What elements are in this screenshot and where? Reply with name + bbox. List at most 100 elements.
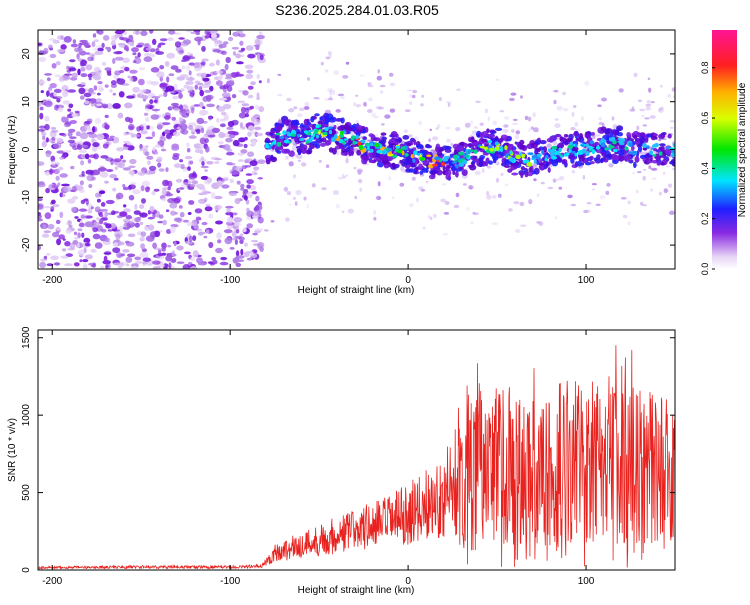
signal-halo — [327, 51, 332, 56]
signal-halo — [574, 122, 579, 127]
noise-blob — [129, 158, 137, 165]
signal-halo — [651, 177, 657, 180]
signal-halo — [567, 194, 573, 199]
noise-blob — [128, 185, 132, 191]
noise-blob — [45, 153, 51, 158]
noise-blob — [209, 62, 215, 67]
signal-body — [595, 148, 603, 154]
noise-blob — [51, 63, 57, 69]
signal-core — [509, 150, 513, 155]
signal-halo — [513, 201, 520, 205]
signal-body — [529, 165, 534, 173]
noise-blob — [165, 167, 169, 173]
noise-blob — [234, 239, 238, 245]
noise-blob — [200, 175, 209, 180]
noise-blob — [113, 158, 122, 163]
noise-blob — [211, 127, 220, 134]
noise-blob — [46, 77, 51, 82]
noise-blob — [241, 103, 250, 107]
signal-halo — [288, 108, 295, 113]
noise-blob — [78, 42, 82, 48]
noise-blob — [188, 125, 193, 130]
noise-blob — [236, 61, 244, 65]
noise-blob — [88, 53, 96, 57]
noise-blob — [195, 145, 202, 152]
noise-blob — [233, 217, 243, 223]
noise-blob — [80, 82, 86, 85]
noise-blob — [116, 241, 125, 246]
noise-blob — [134, 203, 138, 210]
noise-blob — [59, 132, 65, 136]
noise-blob — [85, 64, 93, 71]
signal-core — [465, 154, 469, 158]
signal-halo — [618, 88, 624, 93]
noise-blob — [101, 228, 107, 233]
noise-blob — [228, 191, 238, 197]
signal-body — [390, 131, 398, 138]
signal-body — [538, 162, 544, 166]
noise-blob — [231, 231, 237, 238]
signal-core — [469, 149, 474, 153]
signal-body — [310, 116, 315, 123]
signal-core — [522, 159, 528, 164]
signal-core — [392, 154, 398, 159]
signal-halo — [479, 122, 484, 126]
noise-blob — [256, 96, 260, 101]
noise-blob — [253, 44, 261, 47]
noise-blob — [95, 98, 102, 103]
noise-blob — [42, 134, 46, 141]
noise-blob — [68, 128, 76, 133]
signal-core — [612, 148, 618, 153]
noise-blob — [130, 265, 139, 269]
signal-halo — [669, 120, 675, 123]
signal-halo — [388, 72, 394, 77]
signal-core — [536, 153, 542, 158]
signal-halo — [608, 163, 614, 168]
signal-body — [526, 171, 534, 177]
signal-body — [373, 137, 381, 142]
noise-blob — [70, 43, 78, 48]
signal-body — [379, 154, 384, 161]
signal-body — [346, 126, 353, 132]
signal-body — [550, 158, 557, 164]
signal-core — [343, 138, 349, 141]
noise-blob — [41, 140, 47, 148]
signal-halo — [456, 88, 461, 91]
signal-halo — [296, 154, 303, 159]
signal-halo — [468, 185, 473, 190]
signal-halo — [297, 113, 303, 117]
noise-blob — [201, 221, 208, 226]
noise-blob — [80, 160, 85, 166]
noise-blob — [148, 165, 157, 171]
signal-halo — [643, 168, 646, 171]
noise-blob — [226, 207, 231, 213]
signal-halo — [429, 216, 433, 221]
signal-halo — [605, 190, 610, 195]
noise-blob — [38, 101, 42, 107]
noise-blob — [79, 259, 83, 263]
noise-blob — [250, 81, 256, 86]
noise-blob — [44, 100, 53, 108]
noise-blob — [111, 210, 116, 216]
noise-blob — [243, 143, 248, 149]
signal-body — [269, 132, 274, 136]
signal-halo — [377, 181, 381, 187]
signal-halo — [307, 77, 310, 81]
signal-body — [511, 172, 519, 176]
noise-blob — [97, 81, 103, 85]
noise-blob — [157, 162, 162, 168]
noise-blob — [64, 241, 71, 247]
signal-halo — [421, 94, 425, 98]
noise-blob — [125, 256, 133, 263]
signal-halo — [342, 75, 349, 79]
signal-body — [520, 166, 526, 171]
signal-halo — [487, 116, 490, 121]
signal-halo — [301, 162, 307, 167]
signal-halo — [598, 122, 604, 125]
signal-halo — [467, 185, 474, 189]
signal-halo — [508, 208, 513, 212]
noise-blob — [176, 261, 185, 265]
signal-halo — [445, 101, 452, 104]
signal-body — [492, 155, 499, 161]
signal-body — [568, 156, 576, 160]
